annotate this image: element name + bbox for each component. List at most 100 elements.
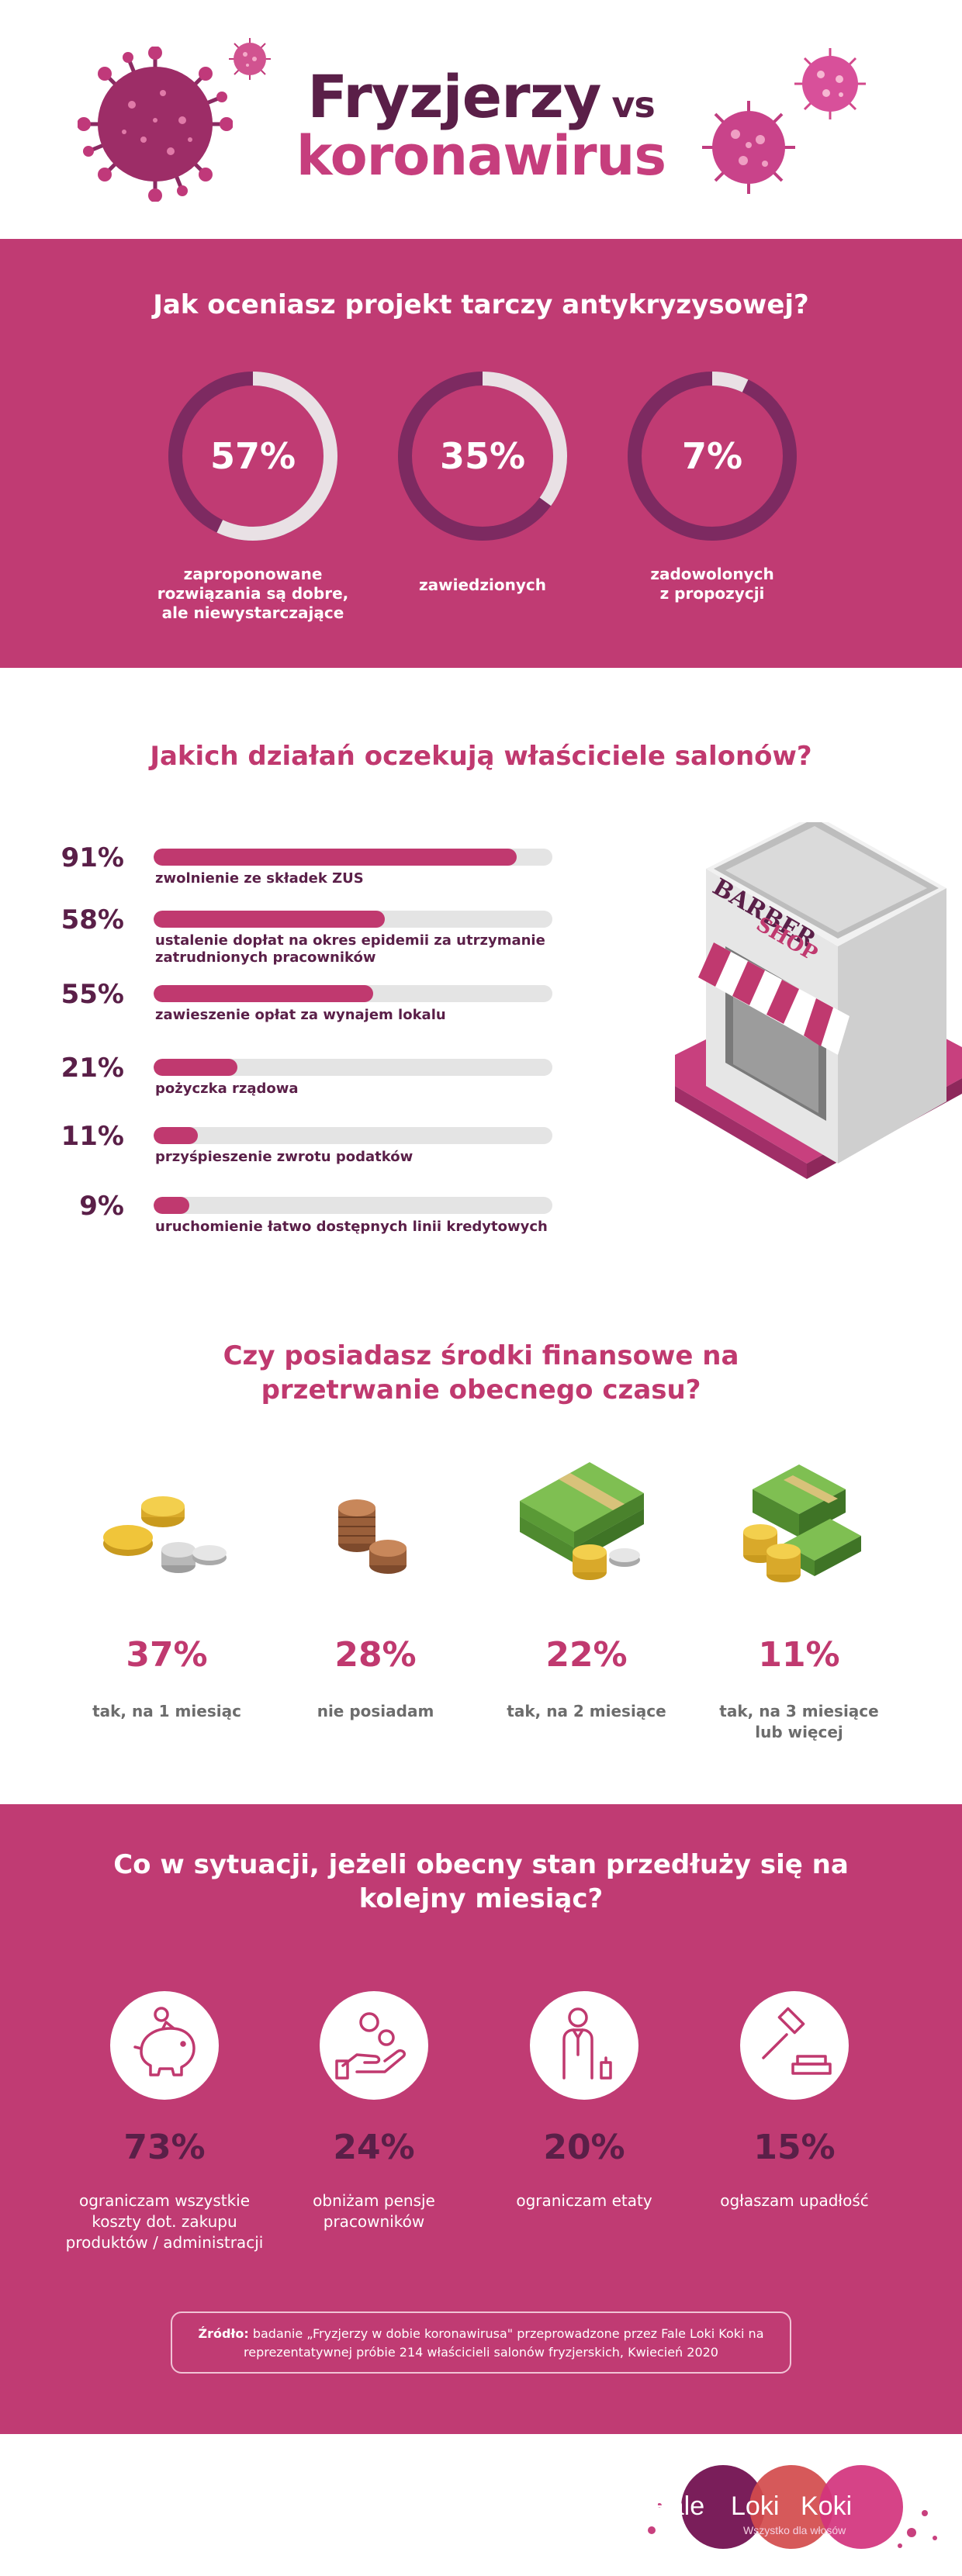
virus-icon <box>794 48 866 119</box>
source-line2: reprezentatywnej próbie 214 właścicieli … <box>244 2345 718 2360</box>
barber-shop-icon: BARBER SHOP <box>675 822 962 1179</box>
finance-label-line: tak, na 2 miesiące <box>507 1702 666 1720</box>
donut-charts: 57% 35% 7% <box>168 372 797 541</box>
section-title: Jakich działań oczekują właściciele salo… <box>150 741 812 772</box>
bar-track <box>154 1059 552 1076</box>
result-label: ograniczam wszystkie koszty dot. zakupu pr… <box>56 2190 273 2253</box>
finance-label-line: lub więcej <box>755 1723 843 1741</box>
donut-label-line: ale niewystarczające <box>161 603 344 622</box>
bar-label: uruchomienie łatwo dostępnych linii kred… <box>155 1219 559 1236</box>
virus-icon <box>229 38 271 80</box>
copper-coins-icon <box>338 1499 407 1574</box>
icon-circle <box>740 1991 849 2100</box>
bar-percentage: 55% <box>61 979 124 1010</box>
finance-label: tak, na 3 miesiące lub więcej <box>698 1701 900 1743</box>
finance-percentage: 11% <box>758 1635 840 1675</box>
bar-label-line: przyśpieszenie zwrotu podatków <box>155 1149 414 1165</box>
bar-label: przyśpieszenie zwrotu podatków <box>155 1149 559 1166</box>
bar-label: zwolnienie ze składek ZUS <box>155 870 559 887</box>
logo-word-3: Koki <box>801 2491 853 2521</box>
result-label-line: obniżam pensje <box>313 2191 435 2210</box>
donut-segment <box>628 372 797 541</box>
gold-silver-coins-icon <box>103 1496 227 1573</box>
bar-fill <box>154 985 373 1002</box>
donut-segment <box>398 372 567 541</box>
finance-label-line: tak, na 3 miesiące <box>719 1702 879 1720</box>
section-title: Jak oceniasz projekt tarczy antykryzysow… <box>153 289 809 320</box>
donut-percentage: 7% <box>682 435 742 477</box>
bar-label: ustalenie dopłat na okres epidemii za ut… <box>155 932 559 966</box>
source-bold: Źródło: <box>198 2326 249 2341</box>
bar-fill <box>154 1127 198 1144</box>
finance-label: nie posiadam <box>275 1701 476 1722</box>
donut-label-line: rozwiązania są dobre, <box>157 584 349 603</box>
donut-label-line: z propozycji <box>659 584 765 603</box>
banknote-stacks-icon <box>743 1464 861 1582</box>
donut-label-line: zadowolonych <box>650 565 774 583</box>
bar-label-line: zwolnienie ze składek ZUS <box>155 870 364 887</box>
result-label-line: pracowników <box>323 2212 425 2231</box>
donut-label: zaproponowane rozwiązania są dobre, ale ni… <box>137 565 369 623</box>
bar-track <box>154 985 552 1002</box>
employee-icon <box>562 2007 612 2080</box>
virus-icon <box>702 101 795 194</box>
donut-label-line: zawiedzionych <box>419 576 546 594</box>
bar-label: zawieszenie opłat za wynajem lokalu <box>155 1007 559 1024</box>
hand-coin-icon <box>335 2012 407 2080</box>
icon-circle <box>110 1991 219 2100</box>
result-label: ograniczam etaty <box>476 2190 693 2211</box>
result-label-line: ogłaszam upadłość <box>720 2191 869 2210</box>
piggy-bank-icon <box>133 2007 196 2076</box>
finance-label-line: tak, na 1 miesiąc <box>92 1702 241 1720</box>
finance-percentage: 22% <box>545 1635 628 1675</box>
logo-word-2: Loki <box>731 2491 780 2521</box>
donut-percentage: 57% <box>210 435 296 477</box>
finance-percentage: 28% <box>334 1635 417 1675</box>
bar-label-line: pożyczka rządowa <box>155 1081 299 1097</box>
gavel-icon <box>762 2007 832 2075</box>
section-title-line2: przetrwanie obecnego czasu? <box>261 1374 701 1406</box>
bar-percentage: 9% <box>79 1191 124 1222</box>
finance-label-line: nie posiadam <box>317 1702 434 1720</box>
section-title-line1: Co w sytuacji, jeżeli obecny stan przedł… <box>113 1849 849 1880</box>
donut-label-line: zaproponowane <box>183 565 323 583</box>
bar-track <box>154 911 552 928</box>
finance-percentage: 37% <box>126 1635 208 1675</box>
bar-label: pożyczka rządowa <box>155 1081 559 1098</box>
icon-circle <box>320 1991 428 2100</box>
bar-label-line: zawieszenie opłat za wynajem lokalu <box>155 1007 446 1023</box>
shield-rating-section: Jak oceniasz projekt tarczy antykryzysow… <box>0 239 962 668</box>
donut-segment <box>168 372 337 541</box>
result-percentage: 73% <box>123 2128 206 2167</box>
page-title: Fryzjerzy vs <box>0 62 962 131</box>
bar-track <box>154 1197 552 1214</box>
banknotes-coins-icon <box>520 1462 644 1580</box>
logo-word-1: Fale <box>653 2491 705 2521</box>
logo-tagline: Wszystko dla włosów <box>743 2524 846 2536</box>
bar-fill <box>154 849 517 866</box>
bar-track <box>154 849 552 866</box>
page-subtitle: koronawirus <box>296 124 666 188</box>
bar-label-line: uruchomienie łatwo dostępnych linii kred… <box>155 1219 548 1235</box>
bar-percentage: 11% <box>61 1121 124 1152</box>
result-label-line: produktów / administracji <box>65 2233 264 2252</box>
virus-icon <box>78 47 233 202</box>
logo-icon <box>648 2465 937 2549</box>
source-line1: badanie „Fryzjerzy w dobie koronawirusa"… <box>248 2326 764 2341</box>
bar-fill <box>154 1059 237 1076</box>
result-percentage: 24% <box>333 2128 415 2167</box>
finance-label: tak, na 2 miesiące <box>486 1701 687 1722</box>
result-label: ogłaszam upadłość <box>686 2190 903 2211</box>
title-main: Fryzjerzy <box>307 62 601 131</box>
next-month-section: Co w sytuacji, jeżeli obecny stan przedł… <box>0 1804 962 2434</box>
donut-label: zadowolonych z propozycji <box>596 565 829 603</box>
bar-percentage: 91% <box>61 842 124 873</box>
result-label-line: ograniczam wszystkie <box>78 2191 251 2210</box>
result-label-line: ograniczam etaty <box>516 2191 652 2210</box>
title-vs: vs <box>611 84 655 126</box>
result-percentage: 15% <box>753 2128 836 2167</box>
section-title-line2: kolejny miesiąc? <box>358 1883 604 1914</box>
bar-fill <box>154 911 386 928</box>
icon-circle <box>530 1991 638 2100</box>
bar-percentage: 21% <box>61 1053 124 1084</box>
